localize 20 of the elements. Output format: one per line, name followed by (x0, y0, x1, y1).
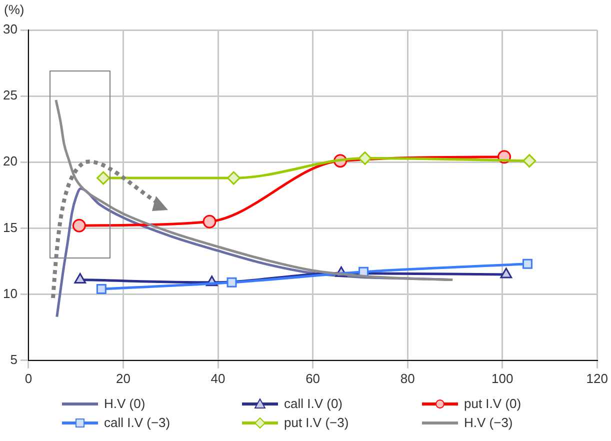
y-tick-label: 25 (2, 88, 18, 103)
y-tick-label: 20 (2, 154, 18, 169)
x-tick-label: 40 (210, 370, 226, 386)
x-tick-label: 20 (116, 370, 130, 386)
y-tick-label: 5 (10, 352, 18, 367)
legend-label: put I.V (−3) (284, 415, 349, 430)
x-tick-label: 100 (492, 370, 514, 386)
legend-label: H.V (−3) (464, 415, 513, 430)
legend-label: put I.V (0) (464, 396, 522, 411)
y-tick-label: 15 (2, 220, 18, 235)
legend-label: H.V (0) (104, 396, 146, 411)
y-tick-label: 30 (2, 22, 18, 37)
x-tick-label: 120 (586, 370, 608, 386)
x-tick-label: 80 (400, 370, 415, 386)
x-tick-label: 60 (306, 370, 320, 386)
legend-label: call I.V (−3) (104, 415, 170, 430)
y-axis-title: (%) (4, 2, 24, 17)
x-tick-label: 0 (24, 370, 32, 386)
legend-label: call I.V (0) (284, 396, 343, 411)
y-tick-label: 10 (2, 286, 18, 301)
